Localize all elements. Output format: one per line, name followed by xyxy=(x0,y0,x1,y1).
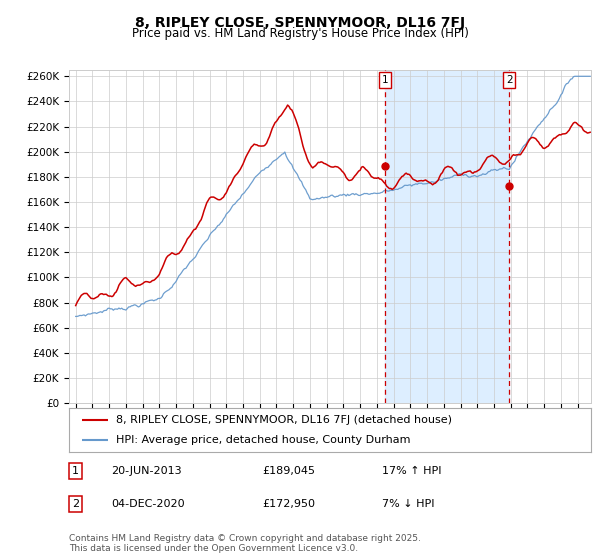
Bar xyxy=(385,70,509,403)
Text: Contains HM Land Registry data © Crown copyright and database right 2025.
This d: Contains HM Land Registry data © Crown c… xyxy=(69,534,421,553)
Text: 8, RIPLEY CLOSE, SPENNYMOOR, DL16 7FJ (detached house): 8, RIPLEY CLOSE, SPENNYMOOR, DL16 7FJ (d… xyxy=(116,415,452,425)
Text: 17% ↑ HPI: 17% ↑ HPI xyxy=(382,466,442,476)
Text: 7% ↓ HPI: 7% ↓ HPI xyxy=(382,499,434,509)
Text: £189,045: £189,045 xyxy=(262,466,315,476)
Text: 8, RIPLEY CLOSE, SPENNYMOOR, DL16 7FJ: 8, RIPLEY CLOSE, SPENNYMOOR, DL16 7FJ xyxy=(135,16,465,30)
Text: 2: 2 xyxy=(72,499,79,509)
Text: £172,950: £172,950 xyxy=(262,499,315,509)
Text: 2: 2 xyxy=(506,75,512,85)
Text: 20-JUN-2013: 20-JUN-2013 xyxy=(111,466,181,476)
Text: Price paid vs. HM Land Registry's House Price Index (HPI): Price paid vs. HM Land Registry's House … xyxy=(131,27,469,40)
Text: 1: 1 xyxy=(72,466,79,476)
Text: 1: 1 xyxy=(382,75,388,85)
Text: 04-DEC-2020: 04-DEC-2020 xyxy=(111,499,184,509)
Text: HPI: Average price, detached house, County Durham: HPI: Average price, detached house, Coun… xyxy=(116,435,410,445)
